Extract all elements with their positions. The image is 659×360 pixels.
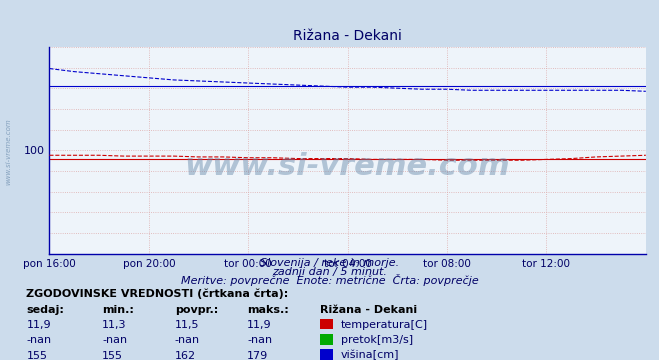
Text: Meritve: povprečne  Enote: metrične  Črta: povprečje: Meritve: povprečne Enote: metrične Črta:… (181, 274, 478, 287)
Text: 179: 179 (247, 351, 268, 360)
Text: ZGODOVINSKE VREDNOSTI (črtkana črta):: ZGODOVINSKE VREDNOSTI (črtkana črta): (26, 288, 289, 299)
Text: Slovenija / reke in morje.: Slovenija / reke in morje. (260, 258, 399, 268)
Text: temperatura[C]: temperatura[C] (341, 320, 428, 330)
Text: 11,3: 11,3 (102, 320, 127, 330)
Text: -nan: -nan (175, 336, 200, 346)
Text: povpr.:: povpr.: (175, 305, 218, 315)
Text: 155: 155 (26, 351, 47, 360)
Text: višina[cm]: višina[cm] (341, 350, 399, 360)
Text: www.si-vreme.com: www.si-vreme.com (185, 152, 511, 181)
Text: Rižana - Dekani: Rižana - Dekani (320, 305, 416, 315)
Text: 162: 162 (175, 351, 196, 360)
Text: min.:: min.: (102, 305, 134, 315)
Text: -nan: -nan (26, 336, 51, 346)
Text: -nan: -nan (247, 336, 272, 346)
Text: 11,5: 11,5 (175, 320, 199, 330)
Text: 11,9: 11,9 (26, 320, 51, 330)
Text: sedaj:: sedaj: (26, 305, 64, 315)
Title: Rižana - Dekani: Rižana - Dekani (293, 29, 402, 43)
Text: maks.:: maks.: (247, 305, 289, 315)
Text: 11,9: 11,9 (247, 320, 272, 330)
Text: 155: 155 (102, 351, 123, 360)
Text: www.si-vreme.com: www.si-vreme.com (5, 118, 11, 185)
Text: zadnji dan / 5 minut.: zadnji dan / 5 minut. (272, 267, 387, 277)
Text: -nan: -nan (102, 336, 127, 346)
Text: pretok[m3/s]: pretok[m3/s] (341, 336, 413, 346)
